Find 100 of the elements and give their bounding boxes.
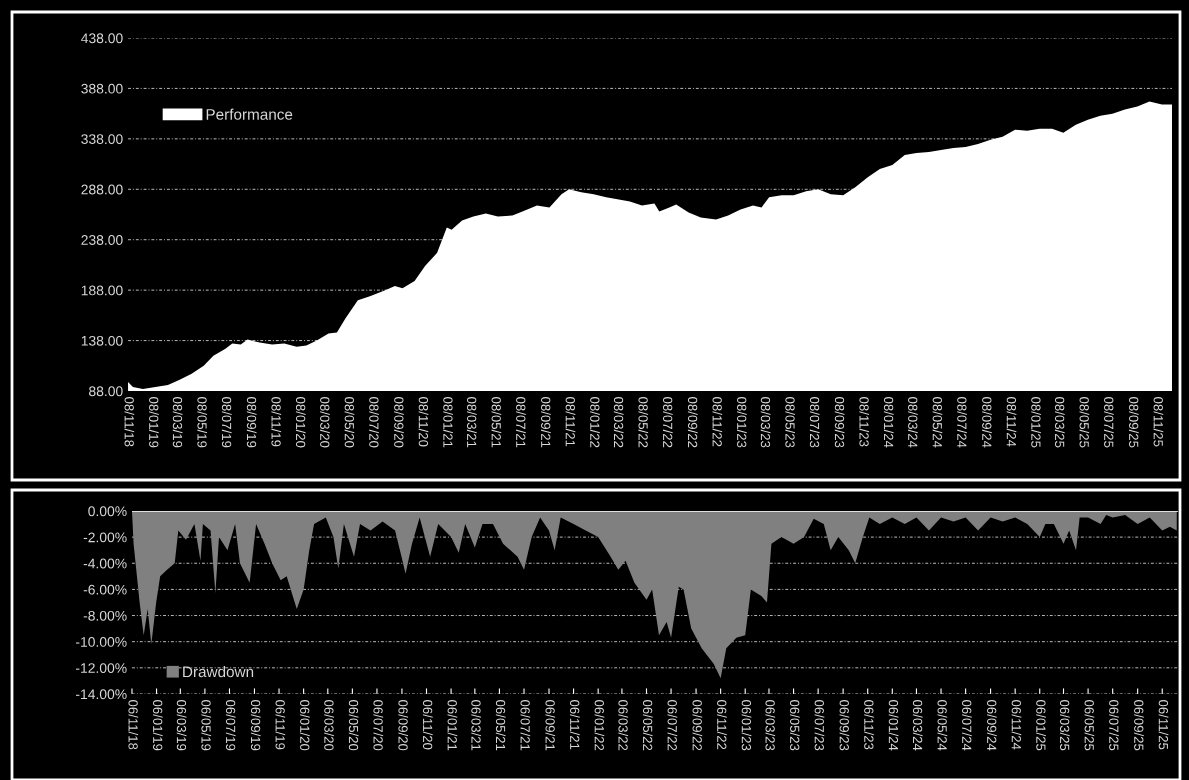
- x-tick-label: 08/05/21: [491, 397, 502, 448]
- x-tick-label: 08/05/23: [785, 397, 796, 448]
- x-tick-label: 08/01/19: [149, 397, 159, 448]
- x-tick-label: 08/05/19: [197, 397, 208, 448]
- y-tick-label: 288.00: [81, 184, 123, 195]
- x-tick-label: 08/07/22: [662, 397, 673, 448]
- x-tick-label: 08/11/22: [712, 397, 723, 447]
- x-tick-label: 08/09/23: [834, 397, 845, 448]
- x-tick-label: 08/05/25: [1079, 397, 1090, 448]
- x-tick-label: 06/05/25: [1084, 700, 1095, 751]
- x-tick-label: 08/09/24: [982, 397, 992, 448]
- y-tick-label: 388.00: [81, 83, 123, 94]
- x-tick-label: 06/03/21: [471, 700, 482, 751]
- x-tick-label: 06/05/23: [790, 700, 800, 751]
- x-tick-label: 06/09/21: [545, 700, 556, 751]
- x-tick-label: 08/09/22: [687, 397, 698, 448]
- legend-label: Drawdown: [183, 665, 254, 678]
- y-tick-label: 438.00: [81, 33, 123, 44]
- x-tick-label: 06/01/22: [594, 700, 605, 751]
- y-tick-label: -8.00%: [83, 610, 127, 621]
- x-tick-label: 06/01/21: [447, 700, 458, 751]
- x-tick-label: 08/03/19: [172, 397, 183, 448]
- x-tick-label: 08/01/21: [443, 397, 453, 448]
- x-tick-label: 06/11/24: [1011, 700, 1022, 750]
- x-tick-label: 06/03/24: [912, 700, 923, 751]
- x-tick-label: 06/03/22: [618, 700, 629, 751]
- x-tick-label: 06/07/20: [373, 700, 384, 751]
- legend-label: Performance: [206, 108, 293, 120]
- y-tick-label: 0.00%: [88, 506, 127, 517]
- x-tick-label: 06/01/19: [153, 700, 163, 751]
- x-tick-label: 08/03/23: [760, 397, 771, 448]
- x-tick-label: 08/11/23: [859, 397, 870, 447]
- x-tick-label: 06/09/24: [987, 700, 997, 751]
- x-tick-label: 08/05/22: [638, 397, 649, 448]
- x-tick-label: 06/05/22: [642, 700, 653, 751]
- x-tick-label: 08/05/20: [344, 397, 355, 448]
- x-tick-label: 08/11/24: [1006, 397, 1017, 447]
- x-tick-label: 06/05/21: [495, 700, 506, 751]
- x-tick-label: 08/11/21: [565, 397, 576, 447]
- y-tick-label: 338.00: [81, 134, 123, 145]
- x-tick-label: 08/07/21: [516, 397, 526, 448]
- x-tick-label: 08/01/23: [737, 397, 747, 448]
- x-tick-label: 06/09/25: [1134, 700, 1144, 751]
- x-tick-label: 06/01/20: [300, 700, 310, 751]
- x-tick-label: 06/05/19: [201, 700, 212, 751]
- x-tick-label: 08/01/20: [295, 397, 306, 448]
- x-tick-label: 08/01/25: [1031, 397, 1041, 448]
- y-tick-label: -14.00%: [76, 689, 127, 700]
- x-tick-label: 08/03/21: [466, 397, 477, 448]
- x-tick-label: 06/03/23: [765, 700, 776, 751]
- x-tick-label: 06/11/20: [422, 700, 433, 750]
- x-tick-label: 08/11/18: [124, 397, 135, 447]
- x-tick-label: 08/11/25: [1153, 397, 1164, 447]
- x-tick-label: 08/11/20: [418, 397, 429, 447]
- x-tick-label: 08/07/24: [957, 397, 967, 448]
- x-tick-label: 06/07/21: [520, 700, 531, 751]
- x-tick-label: 08/07/19: [221, 397, 232, 448]
- x-tick-label: 08/07/25: [1104, 397, 1114, 448]
- x-tick-label: 06/09/23: [839, 700, 850, 751]
- x-tick-label: 08/03/22: [613, 397, 624, 448]
- x-tick-label: 08/11/19: [271, 397, 282, 447]
- x-tick-label: 06/09/22: [692, 700, 703, 751]
- x-tick-label: 06/07/24: [962, 700, 972, 751]
- x-tick-label: 06/11/18: [128, 700, 139, 750]
- y-tick-label: -6.00%: [83, 584, 127, 595]
- x-tick-label: 08/09/21: [541, 397, 551, 448]
- x-tick-label: 06/09/20: [398, 700, 409, 751]
- x-tick-label: 08/03/20: [320, 397, 330, 448]
- x-tick-label: 06/03/25: [1059, 700, 1070, 751]
- y-tick-label: -2.00%: [83, 532, 127, 543]
- x-tick-label: 06/11/21: [570, 700, 580, 750]
- x-tick-label: 06/07/22: [667, 700, 678, 751]
- x-tick-label: 06/07/25: [1109, 700, 1119, 751]
- x-tick-label: 06/11/25: [1158, 700, 1169, 750]
- x-tick-label: 06/07/23: [814, 700, 825, 751]
- y-tick-label: 138.00: [81, 335, 123, 346]
- y-tick-label: -12.00%: [76, 663, 127, 673]
- y-tick-label: 238.00: [81, 235, 123, 245]
- x-tick-label: 08/01/24: [883, 397, 894, 448]
- x-tick-label: 08/09/25: [1129, 397, 1139, 448]
- x-tick-label: 08/09/20: [394, 397, 404, 448]
- x-tick-label: 06/05/24: [937, 700, 948, 751]
- x-tick-label: 06/09/19: [250, 700, 261, 751]
- y-tick-label: 188.00: [81, 285, 123, 296]
- x-tick-label: 06/01/23: [741, 700, 752, 751]
- x-tick-label: 08/07/20: [369, 397, 379, 448]
- x-tick-label: 06/07/19: [225, 700, 236, 751]
- y-tick-label: -4.00%: [83, 558, 127, 569]
- x-tick-label: 06/01/24: [888, 700, 899, 751]
- x-tick-label: 08/05/24: [932, 397, 943, 448]
- x-tick-label: 06/03/20: [324, 700, 334, 751]
- x-tick-label: 06/11/22: [717, 700, 727, 750]
- x-tick-label: 06/11/19: [275, 700, 286, 750]
- x-tick-label: 08/09/19: [246, 397, 257, 448]
- x-tick-label: 06/11/23: [864, 700, 874, 750]
- x-tick-label: 08/03/24: [908, 397, 918, 448]
- x-tick-label: 06/05/20: [348, 700, 359, 751]
- x-tick-label: 08/07/23: [809, 397, 820, 448]
- x-tick-label: 06/03/19: [176, 700, 187, 751]
- y-tick-label: 88.00: [89, 386, 123, 397]
